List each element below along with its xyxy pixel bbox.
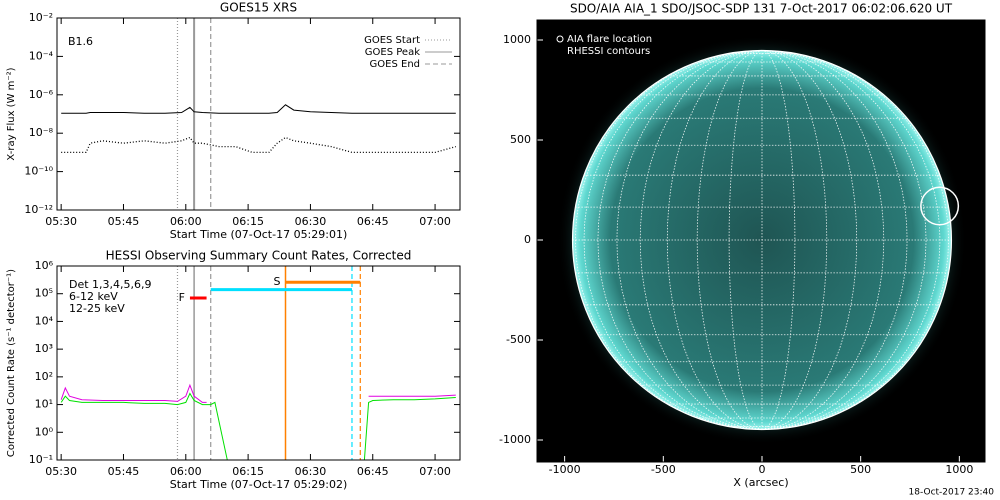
x-tick-label: 07:00 <box>419 465 451 478</box>
y-tick-label: 10⁻⁸ <box>29 126 54 139</box>
y-tick-label: 10² <box>35 370 53 383</box>
x-axis-label: Start Time (07-Oct-17 05:29:02) <box>170 478 348 491</box>
heliographic-grid <box>572 50 952 430</box>
interval-label: S <box>274 275 281 288</box>
y-tick-label: 10⁻¹⁰ <box>24 165 53 178</box>
y-tick-label: 10⁻⁴ <box>29 49 54 62</box>
x-tick-label: 06:15 <box>232 215 264 228</box>
annotation: B1.6 <box>68 35 93 48</box>
plot-frame <box>56 17 461 211</box>
chart-title: SDO/AIA AIA_1 SDO/JSOC-SDP 131 7-Oct-201… <box>570 2 953 16</box>
x-tick-label: 06:45 <box>357 465 389 478</box>
footer: 18-Oct-2017 23:40 <box>909 488 995 498</box>
x-tick-label: 06:00 <box>170 215 202 228</box>
x-tick-label: 07:00 <box>419 215 451 228</box>
x-tick-label: -1000 <box>549 463 581 476</box>
legend-label: GOES End <box>370 59 420 70</box>
y-axis-label: X-ray Flux (W m⁻²) <box>6 67 17 160</box>
meridian <box>583 50 763 430</box>
y-tick-label: 10⁻⁶ <box>29 88 54 101</box>
x-tick-label: 1000 <box>945 463 973 476</box>
series-line <box>61 104 456 114</box>
meridian <box>761 50 927 430</box>
y-tick-label: 500 <box>510 133 531 146</box>
x-tick-label: 05:45 <box>108 215 140 228</box>
flare-location <box>920 186 960 226</box>
y-tick-label: 10⁰ <box>35 425 54 438</box>
y-tick-label: 10⁻¹ <box>29 453 53 466</box>
plot-frame <box>56 265 461 461</box>
x-tick-label: 05:30 <box>45 215 77 228</box>
legend-label: GOES Start <box>364 35 420 46</box>
x-tick-label: -500 <box>651 463 676 476</box>
y-tick-label: -500 <box>506 333 531 346</box>
y-tick-label: 10¹ <box>35 398 53 411</box>
legend-label: 6-12 keV <box>69 290 118 303</box>
legend-label: 12-25 keV <box>69 302 125 315</box>
legend-icon <box>556 35 564 43</box>
legend-label: GOES Peak <box>365 47 420 58</box>
chart-title: GOES15 XRS <box>220 1 297 15</box>
x-tick-label: 500 <box>850 463 871 476</box>
y-tick-label: 10⁻¹² <box>24 203 53 216</box>
meridian <box>666 50 763 430</box>
x-tick-label: 06:00 <box>170 465 202 478</box>
plot-frame <box>536 19 986 463</box>
y-tick-label: 10³ <box>35 342 53 355</box>
y-tick-label: 10⁵ <box>35 287 53 300</box>
legend-label: RHESSI contours <box>567 46 650 57</box>
meridian <box>696 50 763 430</box>
interval-label: F <box>179 291 185 304</box>
x-axis-label: X (arcsec) <box>733 476 788 489</box>
y-tick-label: 10⁴ <box>35 314 54 327</box>
y-axis-label: Corrected Count Rate (s⁻¹ detector⁻¹) <box>6 269 17 457</box>
x-tick-label: 05:45 <box>108 465 140 478</box>
x-tick-label: 0 <box>758 463 765 476</box>
y-tick-label: 10⁶ <box>35 259 54 272</box>
y-tick-label: -1000 <box>499 433 531 446</box>
legend-label: AIA flare location <box>567 34 652 45</box>
limb <box>571 49 953 431</box>
meridian <box>761 50 885 430</box>
x-tick-label: 06:45 <box>357 215 389 228</box>
x-tick-label: 06:30 <box>295 215 327 228</box>
series-line <box>60 383 456 403</box>
x-tick-label: 06:30 <box>295 465 327 478</box>
y-tick-label: 1000 <box>503 33 531 46</box>
series-line <box>60 392 456 461</box>
chart-title: HESSI Observing Summary Count Rates, Cor… <box>106 249 412 263</box>
x-axis-label: Start Time (07-Oct-17 05:29:01) <box>170 228 348 241</box>
x-tick-label: 06:15 <box>232 465 264 478</box>
legend-title: Det 1,3,4,5,6,9 <box>69 278 152 291</box>
y-tick-label: 10⁻² <box>29 11 53 24</box>
x-tick-label: 05:30 <box>45 465 77 478</box>
series-line <box>61 136 456 154</box>
y-tick-label: 0 <box>524 233 531 246</box>
meridian <box>761 50 908 430</box>
